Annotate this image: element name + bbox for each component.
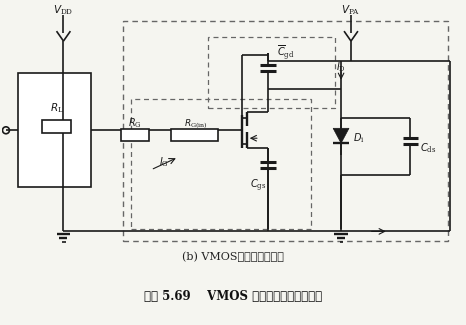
Text: $C_{\mathregular{gs}}$: $C_{\mathregular{gs}}$ [250, 177, 266, 194]
Bar [131, 98, 311, 229]
Bar [121, 129, 149, 141]
Bar [171, 129, 218, 141]
Bar [208, 37, 335, 109]
Text: $V_{\mathregular{PA}}$: $V_{\mathregular{PA}}$ [341, 3, 361, 17]
Text: $D_{\mathregular{i}}$: $D_{\mathregular{i}}$ [353, 131, 365, 145]
Text: $I_{\mathregular{D}}$: $I_{\mathregular{D}}$ [336, 60, 346, 74]
Text: $R_{\mathregular{G}}$: $R_{\mathregular{G}}$ [128, 116, 142, 130]
Polygon shape [333, 128, 349, 143]
Bar [18, 73, 91, 187]
Text: (b) VMOS的关断等效电路: (b) VMOS的关断等效电路 [182, 252, 284, 263]
Text: $\overline{C}_{\mathregular{gd}}$: $\overline{C}_{\mathregular{gd}}$ [277, 44, 295, 62]
Text: $V_{\mathregular{DD}}$: $V_{\mathregular{DD}}$ [53, 3, 74, 17]
Text: $R_{\mathregular{G(in)}}$: $R_{\mathregular{G(in)}}$ [185, 117, 208, 130]
Text: $C_{\mathregular{ds}}$: $C_{\mathregular{ds}}$ [420, 141, 437, 155]
Bar [123, 21, 448, 241]
Text: $R_{\mathregular{L}}$: $R_{\mathregular{L}}$ [49, 102, 63, 115]
Text: $I_{\mathregular{G}}$: $I_{\mathregular{G}}$ [159, 155, 169, 169]
Bar [41, 120, 71, 133]
Text: 续图 5.69    VMOS 的开通与关断等效电路: 续图 5.69 VMOS 的开通与关断等效电路 [144, 290, 322, 303]
